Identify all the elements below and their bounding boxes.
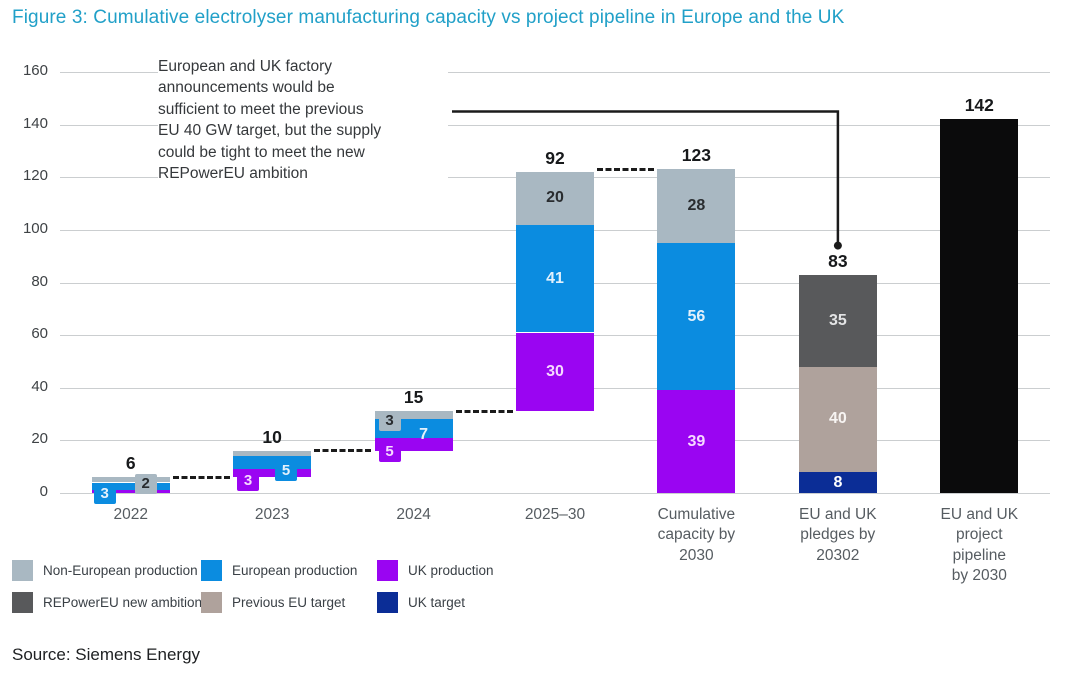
legend-row: Non-European production European producti…	[0, 560, 1082, 582]
x-axis-label: EU and UK project pipeline by 2030	[940, 506, 1019, 585]
bar-total-label: 142	[964, 95, 994, 116]
gridline	[60, 72, 1050, 73]
figure-title: Figure 3: Cumulative electrolyser manufa…	[12, 7, 845, 28]
legend-label: REPowerEU new ambition	[43, 595, 203, 610]
segment-value-label: 3	[378, 411, 401, 432]
bar-segment-project_pipeline	[940, 119, 1019, 493]
segment-value-label: 40	[828, 410, 847, 428]
bar-segment-european_production	[657, 243, 736, 391]
uk-production-swatch-icon	[377, 560, 398, 581]
uk-target-swatch-icon	[377, 592, 398, 613]
legend-label: European production	[232, 563, 358, 578]
bar-total-label: 10	[262, 426, 282, 447]
bar-segment-non_european_production	[374, 411, 453, 420]
legend-label: UK target	[408, 595, 466, 610]
segment-value-label: 3	[237, 471, 260, 492]
segment-value-label: 8	[833, 473, 843, 491]
segment-value-label: 5	[275, 460, 298, 481]
segment-value-label: 20	[546, 189, 564, 207]
gridline	[60, 493, 1050, 494]
source-note: Source: Siemens Energy	[12, 645, 201, 664]
bar-total-label: 92	[545, 148, 565, 168]
bar-total-label: 83	[828, 250, 848, 271]
bar-segment-non_european_production	[233, 450, 312, 457]
segment-value-label: 28	[687, 197, 706, 215]
legend-label: Non-European production	[43, 563, 198, 578]
y-axis-tick-label: 100	[22, 219, 48, 237]
segment-value-label: 30	[546, 363, 564, 380]
x-axis-label: 2023	[254, 506, 290, 523]
bar-segment-repowereu_new_ambition	[798, 274, 877, 367]
x-axis-label: 2025–30	[524, 506, 586, 523]
previous-eu-target-swatch-icon	[201, 592, 222, 613]
segment-value-label: 7	[419, 425, 429, 443]
non-european-production-swatch-icon	[12, 560, 33, 581]
y-axis-tick-label: 80	[31, 272, 48, 290]
bar-segment-uk_production	[516, 332, 594, 412]
y-axis-tick-label: 20	[31, 430, 48, 448]
x-axis-label: EU and UK pledges by 20302	[799, 506, 877, 564]
y-axis-tick-label: 60	[31, 325, 48, 343]
dashed-connector	[455, 409, 513, 413]
dashed-connector	[314, 449, 372, 453]
dashed-connector	[597, 167, 655, 171]
bar-segment-uk_production	[657, 390, 736, 493]
bar-segment-non_european_production	[91, 477, 170, 483]
repowereu-new-ambition-swatch-icon	[12, 592, 33, 613]
y-axis-tick-label: 40	[31, 377, 48, 395]
x-axis-label: Cumulative capacity by 2030	[657, 506, 736, 564]
bar-total-label: 15	[403, 387, 424, 408]
segment-value-label: 5	[378, 442, 401, 463]
segment-value-label: 35	[828, 311, 847, 329]
x-axis-label: 2022	[113, 506, 148, 523]
european-production-swatch-icon	[201, 560, 222, 581]
segment-value-label: 2	[134, 473, 157, 494]
dashed-connector	[172, 475, 231, 479]
bar-segment-uk_production	[233, 469, 312, 478]
legend-row: REPowerEU new ambition Previous EU target…	[0, 592, 1082, 614]
y-axis-tick-label: 0	[39, 483, 48, 500]
y-axis-tick-label: 160	[22, 62, 48, 79]
legend-label: Previous EU target	[232, 595, 346, 610]
segment-value-label: 41	[546, 269, 564, 287]
y-axis-tick-label: 120	[22, 167, 48, 185]
gridline	[60, 440, 1050, 442]
bar-segment-european_production	[233, 456, 312, 470]
annotation-text: European and UK factory announcements wo…	[158, 56, 448, 185]
bar-total-label: 6	[125, 453, 136, 474]
y-axis-tick-label: 140	[22, 114, 48, 132]
bar-segment-uk_target	[798, 471, 877, 493]
bar-total-label: 123	[681, 145, 711, 166]
bar-segment-european_production	[91, 482, 170, 491]
callout-arrow-dot	[833, 241, 842, 250]
segment-value-label: 56	[687, 307, 706, 325]
x-axis-label: 2024	[396, 506, 431, 523]
segment-value-label: 3	[93, 484, 116, 505]
segment-value-label: 39	[687, 432, 706, 450]
bar-segment-uk_production	[91, 490, 170, 493]
bar-segment-previous_eu_target	[798, 366, 877, 472]
legend-label: UK production	[408, 563, 494, 578]
